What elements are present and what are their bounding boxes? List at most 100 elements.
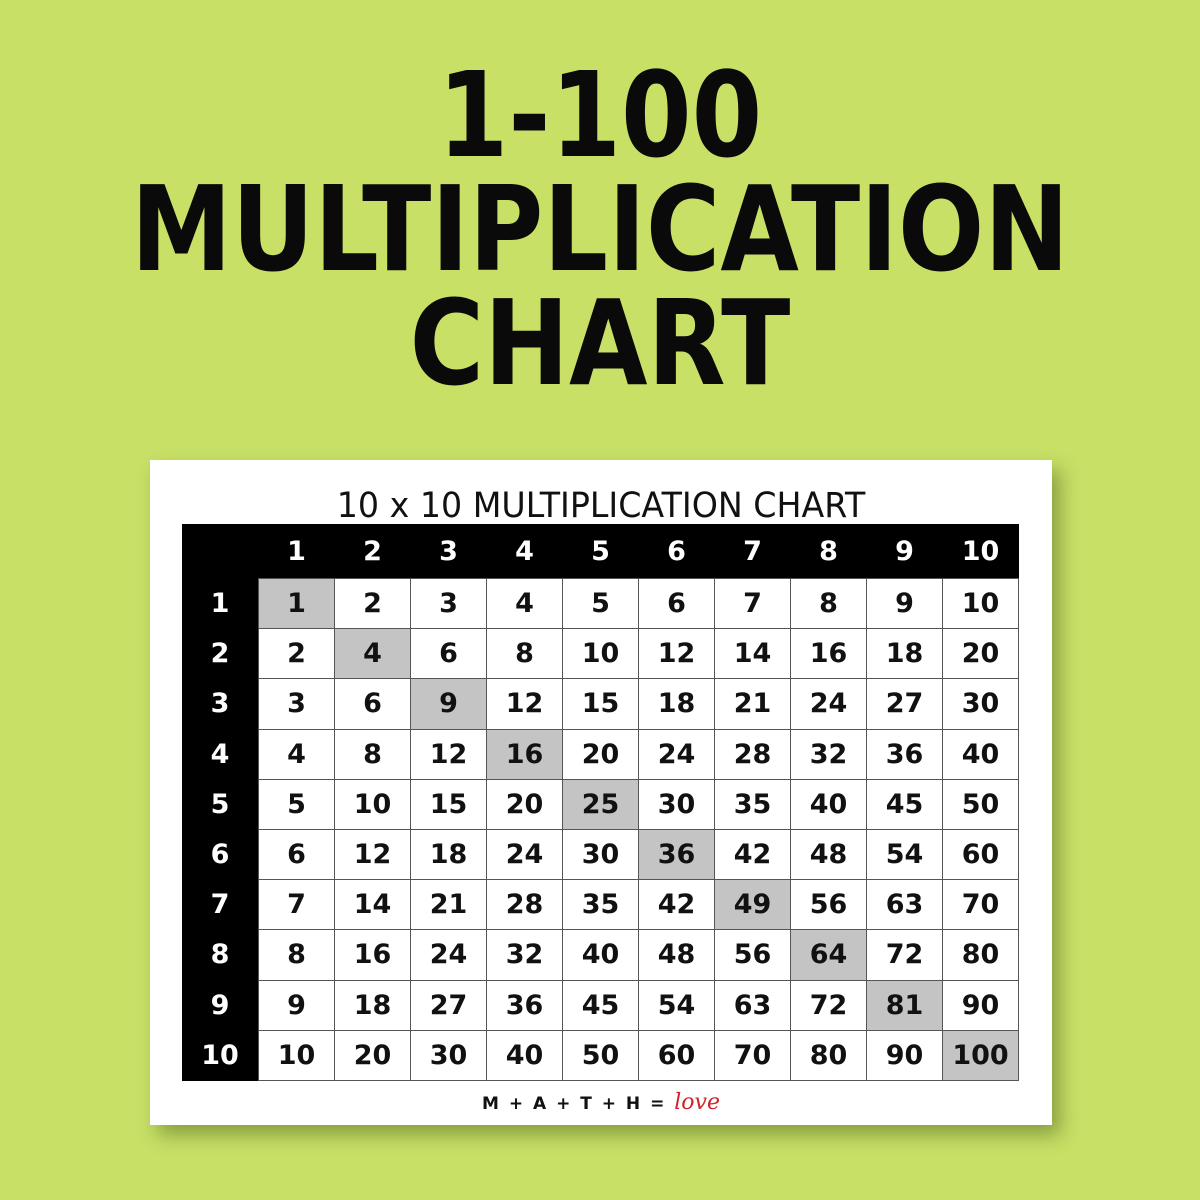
product-cell: 56: [714, 929, 791, 981]
product-cell: 72: [866, 929, 943, 981]
product-cell: 4: [486, 578, 563, 630]
product-cell: 42: [638, 879, 715, 931]
product-cell: 32: [486, 929, 563, 981]
product-cell: 56: [790, 879, 867, 931]
product-cell: 9: [258, 979, 335, 1031]
product-cell: 9: [866, 578, 943, 630]
product-cell: 24: [486, 829, 563, 881]
product-cell: 80: [942, 929, 1019, 981]
row-header: 5: [182, 778, 258, 830]
product-cell: 14: [714, 628, 791, 680]
product-cell: 50: [562, 1029, 639, 1081]
product-cell: 8: [486, 628, 563, 680]
row-header: 6: [182, 829, 258, 881]
product-cell: 6: [258, 829, 335, 881]
product-cell: 6: [334, 678, 411, 730]
column-header: 8: [790, 524, 867, 578]
row-header: 7: [182, 879, 258, 931]
product-cell: 48: [790, 829, 867, 881]
product-cell: 50: [942, 778, 1019, 830]
product-cell: 32: [790, 728, 867, 780]
product-cell: 16: [790, 628, 867, 680]
column-header: 3: [410, 524, 487, 578]
product-cell: 4: [258, 728, 335, 780]
product-cell: 63: [866, 879, 943, 931]
product-cell: 30: [942, 678, 1019, 730]
product-cell: 20: [562, 728, 639, 780]
product-cell: 80: [790, 1029, 867, 1081]
product-cell: 54: [638, 979, 715, 1031]
product-cell: 35: [714, 778, 791, 830]
column-header: 9: [866, 524, 943, 578]
product-cell: 12: [486, 678, 563, 730]
product-cell: 20: [334, 1029, 411, 1081]
product-cell: 10: [562, 628, 639, 680]
product-cell: 90: [942, 979, 1019, 1031]
square-cell: 49: [714, 879, 791, 931]
product-cell: 70: [714, 1029, 791, 1081]
product-cell: 14: [334, 879, 411, 931]
headline-line-2: MULTIPLICATION: [130, 160, 1070, 298]
product-cell: 70: [942, 879, 1019, 931]
product-cell: 6: [638, 578, 715, 630]
row-header: 2: [182, 628, 258, 680]
product-cell: 10: [334, 778, 411, 830]
brand-text: M + A + T + H =: [482, 1094, 667, 1114]
product-cell: 6: [410, 628, 487, 680]
row-header: 8: [182, 929, 258, 981]
product-cell: 30: [410, 1029, 487, 1081]
product-cell: 40: [942, 728, 1019, 780]
headline-line-3: CHART: [409, 274, 791, 412]
column-header: 5: [562, 524, 639, 578]
product-cell: 90: [866, 1029, 943, 1081]
product-cell: 10: [942, 578, 1019, 630]
product-cell: 7: [258, 879, 335, 931]
product-cell: 21: [714, 678, 791, 730]
product-cell: 35: [562, 879, 639, 931]
product-cell: 18: [638, 678, 715, 730]
product-cell: 30: [638, 778, 715, 830]
product-cell: 3: [258, 678, 335, 730]
product-cell: 5: [562, 578, 639, 630]
product-cell: 24: [638, 728, 715, 780]
square-cell: 25: [562, 778, 639, 830]
product-cell: 54: [866, 829, 943, 881]
product-cell: 15: [562, 678, 639, 730]
product-cell: 8: [334, 728, 411, 780]
row-header: 9: [182, 979, 258, 1031]
product-cell: 12: [638, 628, 715, 680]
column-header: 7: [714, 524, 791, 578]
row-header: 10: [182, 1029, 258, 1081]
product-cell: 18: [866, 628, 943, 680]
product-cell: 5: [258, 778, 335, 830]
product-cell: 15: [410, 778, 487, 830]
product-cell: 40: [790, 778, 867, 830]
square-cell: 4: [334, 628, 411, 680]
product-cell: 40: [562, 929, 639, 981]
square-cell: 64: [790, 929, 867, 981]
product-cell: 18: [334, 979, 411, 1031]
product-cell: 28: [486, 879, 563, 931]
column-header: 6: [638, 524, 715, 578]
brand-script: love: [674, 1090, 720, 1115]
product-cell: 60: [942, 829, 1019, 881]
product-cell: 10: [258, 1029, 335, 1081]
product-cell: 3: [410, 578, 487, 630]
column-header: 1: [258, 524, 335, 578]
headline-line-1: 1-100: [437, 46, 763, 184]
product-cell: 8: [790, 578, 867, 630]
product-cell: 12: [334, 829, 411, 881]
product-cell: 24: [790, 678, 867, 730]
product-cell: 30: [562, 829, 639, 881]
row-header: 3: [182, 678, 258, 730]
product-cell: 36: [486, 979, 563, 1031]
product-cell: 2: [334, 578, 411, 630]
square-cell: 16: [486, 728, 563, 780]
product-cell: 21: [410, 879, 487, 931]
brand-footer: M + A + T + H = love: [150, 1090, 1052, 1115]
chart-card: 10 x 10 MULTIPLICATION CHART 1 2 3 4 5 6 7 8 9 10…: [150, 460, 1052, 1125]
chart-title: 10 x 10 MULTIPLICATION CHART: [336, 486, 866, 526]
product-cell: 72: [790, 979, 867, 1031]
product-cell: 16: [334, 929, 411, 981]
square-cell: 81: [866, 979, 943, 1031]
